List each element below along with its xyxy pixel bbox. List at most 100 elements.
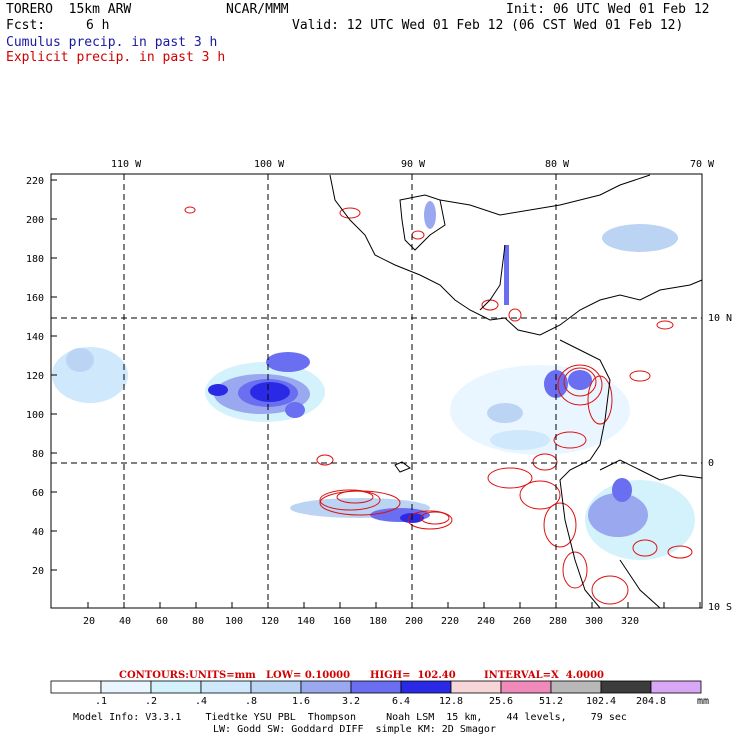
contour [508,308,522,322]
colorbar-label: 3.2 [341,696,361,707]
y-tick: 20 [32,566,45,577]
contour [553,431,587,449]
colorbar-swatch [650,680,702,694]
contour [563,367,597,397]
coastline-peninsula [399,194,446,251]
x-tick: 260 [513,616,532,627]
colorbar-label: .1 [94,696,108,707]
x-tick: 200 [405,616,424,627]
contour [632,539,658,557]
colorbar-swatch [400,680,452,694]
contours-units: UNITS=mm [189,670,256,681]
colorbar-swatch [100,680,152,694]
lon-label-70w: 70 W [690,159,715,170]
x-tick: 40 [119,616,132,627]
precip-area [266,352,310,372]
x-tick: 240 [477,616,496,627]
coastline-gulf [439,174,651,216]
y-tick: 100 [26,410,45,421]
axis-ticks [51,179,701,608]
y-tick: 160 [26,293,45,304]
precip-area [66,348,94,372]
contour [184,206,196,214]
contour [562,551,588,589]
contour [587,375,613,425]
x-tick: 320 [621,616,640,627]
contour [532,453,558,471]
model-name: TORERO 15km ARW [6,2,132,17]
coastline-pacific [329,174,703,336]
precip-area [208,384,228,396]
lat-lon-grid [51,174,702,608]
colorbar-unit: mm [697,696,710,707]
x-tick: 160 [333,616,352,627]
precip-area [424,201,436,229]
colorbar-label: 6.4 [391,696,411,707]
colorbar-label: .8 [244,696,258,707]
y-tick: 60 [32,488,45,499]
contour [591,575,629,605]
x-tick: 100 [225,616,244,627]
precip-area [250,382,290,402]
colorbar-swatch [350,680,402,694]
contours-high: HIGH= 102.40 [370,670,456,681]
contour [319,490,401,516]
x-tick: 300 [585,616,604,627]
lat-label-0: 0 [708,458,715,469]
x-tick: 140 [297,616,316,627]
contour [543,502,577,548]
colorbar-label: 12.8 [438,696,464,707]
coastline-andes [599,459,703,481]
precip-area [504,245,509,305]
colorbar-label: 1.6 [291,696,311,707]
x-tick: 280 [549,616,568,627]
colorbar-swatch [50,680,102,694]
contours-interval: INTERVAL=X 4.0000 [484,670,604,681]
contour [487,467,533,489]
init-time: Init: 06 UTC Wed 01 Feb 12 [506,2,710,17]
x-tick: 80 [192,616,205,627]
colorbar-label: .2 [144,696,158,707]
precip-area [602,224,678,252]
y-tick: 200 [26,215,45,226]
x-tick: 180 [369,616,388,627]
lon-label-80w: 80 W [545,159,570,170]
lat-label-10s: 10 S [708,602,733,613]
y-tick: 220 [26,176,45,187]
colorbar-label: 25.6 [488,696,514,707]
colorbar-swatch [150,680,202,694]
y-tick: 120 [26,371,45,382]
y-tick: 140 [26,332,45,343]
coastline-galapagos [394,461,412,473]
coastline-isthmus [479,244,506,311]
y-tick: 40 [32,527,45,538]
field-title-cumulus: Cumulus precip. in past 3 h [6,35,218,50]
precip-area [487,403,523,423]
contour [420,511,450,525]
coastline-lake [619,559,661,609]
precip-area [490,430,550,450]
contour [407,510,453,530]
contour [557,364,603,406]
organization: NCAR/MMM [226,2,289,17]
model-info: Model Info: V3.3.1 Tiedtke YSU PBL Thomp… [73,712,627,723]
contour [339,207,361,219]
x-tick: 120 [261,616,280,627]
precip-area [568,370,592,390]
model-physics: LW: Godd SW: Goddard DIFF simple KM: 2D … [213,724,496,735]
x-tick: 20 [83,616,96,627]
colorbar-swatch [550,680,602,694]
colorbar-swatch [250,680,302,694]
colorbar-label: 102.4 [585,696,617,707]
lat-label-10n: 10 N [708,313,733,324]
colorbar-swatch [450,680,502,694]
x-tick: 220 [441,616,460,627]
contours-label: CONTOURS: [119,670,189,681]
contour [629,370,651,382]
contour [667,545,693,559]
colorbar-swatch [600,680,652,694]
colorbar-swatch [200,680,252,694]
y-tick: 80 [32,449,45,460]
